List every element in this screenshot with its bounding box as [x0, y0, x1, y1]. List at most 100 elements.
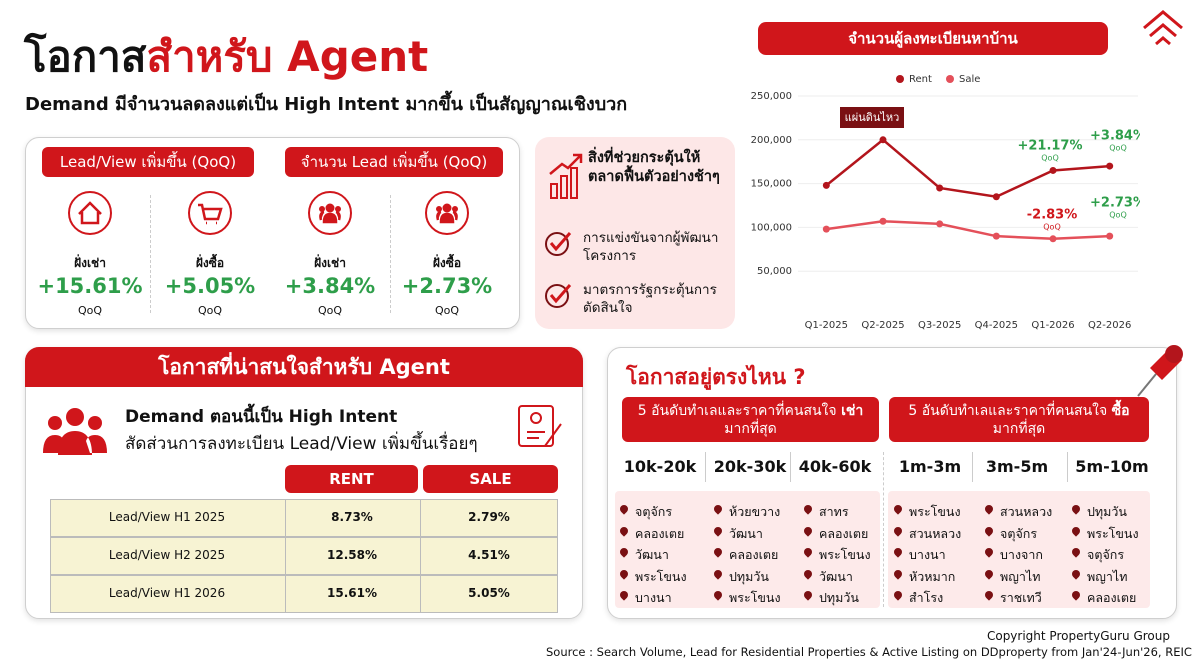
chart-title: จำนวนผู้ลงทะเบียนหาบ้าน	[848, 30, 1018, 49]
panel-title-text: 5 อันดับทำเลและราคาที่คนสนใจ เช่า มากที่…	[637, 402, 864, 438]
area: จตุจักร	[635, 504, 673, 519]
check-ring	[545, 284, 569, 308]
table-divider	[420, 575, 421, 613]
growth-icon	[549, 153, 583, 199]
area: คลองเตย	[819, 525, 869, 541]
kpi-unit: QoQ	[197, 304, 223, 317]
area: พระโขนง	[1087, 525, 1139, 541]
driver-item: มาตรการรัฐกระตุ้นการตัดสินใจ	[583, 282, 717, 316]
kpi-value: +2.73%	[401, 274, 493, 298]
icon-part	[570, 167, 578, 199]
opportunity-text: สัดส่วนการลงทะเบียน Lead/View เพิ่มขึ้นเ…	[125, 434, 478, 454]
area: จตุจักร	[1000, 525, 1038, 541]
table-row	[50, 537, 558, 575]
table-header: RENT	[285, 465, 418, 493]
panel-divider	[883, 452, 884, 607]
kpi-value: +15.61%	[37, 274, 143, 298]
areas-bg	[615, 491, 880, 608]
table-cell: 2.79%	[468, 510, 510, 524]
area: พระโขนง	[729, 590, 781, 605]
area: วัฒนา	[819, 568, 853, 584]
annotation-note: QoQ	[1109, 211, 1127, 220]
pin-icon	[1137, 345, 1183, 397]
panel-title: 5 อันดับทำเลและราคาที่คนสนใจ เช่า มากที่…	[622, 397, 879, 442]
series-line	[826, 220, 1110, 241]
drivers-title: สิ่งที่ช่วยกระตุ้นให้ตลาดฟื้นตัวอย่างช้า…	[588, 150, 720, 185]
price-divider	[705, 452, 706, 482]
panel-title-part: มากที่สุด	[724, 420, 777, 437]
data-point	[1106, 232, 1114, 240]
y-tick-label: 150,000	[751, 179, 792, 190]
area: ราชเทวี	[1000, 590, 1042, 605]
form-icon	[518, 405, 562, 447]
y-tick-label: 50,000	[757, 266, 792, 277]
annotation: +21.17%	[1017, 139, 1082, 154]
area: สวนหลวง	[1000, 504, 1053, 519]
table-header: SALE	[423, 465, 558, 493]
table-row	[50, 499, 558, 537]
kpi-icon	[188, 191, 232, 235]
kpi-label: ฝั่งซื้อ	[195, 256, 225, 270]
check-mark	[549, 284, 572, 304]
icon-part	[530, 412, 542, 424]
logo-part	[1143, 10, 1183, 46]
divider	[390, 195, 391, 313]
panel-title-text: 5 อันดับทำเลและราคาที่คนสนใจ ซื้อ มากที่…	[904, 402, 1134, 438]
area: ปทุมวัน	[729, 568, 769, 584]
icon-glyph	[436, 206, 442, 212]
table-cell: 4.51%	[468, 548, 510, 562]
data-point	[879, 136, 887, 144]
area: วัฒนา	[635, 547, 669, 562]
driver-item: การแข่งขันจากผู้พัฒนาโครงการ	[583, 230, 719, 264]
area: พระโขนง	[819, 547, 871, 562]
areas-bg	[888, 491, 1150, 608]
data-point	[936, 184, 944, 192]
people-icon	[43, 408, 107, 455]
annotation: +2.73%	[1090, 196, 1140, 211]
x-tick-label: Q2-2026	[1088, 320, 1131, 331]
kpi-tab: Lead/View เพิ่มขึ้น (QoQ)	[42, 147, 254, 177]
data-point	[822, 225, 830, 233]
icon-part	[560, 175, 568, 199]
kpi-label: ฝั่งเช่า	[314, 256, 346, 270]
icon-part	[1165, 345, 1183, 363]
table-divider	[285, 499, 286, 537]
series-line	[825, 138, 1110, 199]
panel-title-part: 5 อันดับทำเลและราคาที่คนสนใจ	[908, 402, 1108, 419]
area: พญาไท	[1000, 568, 1041, 584]
panel-title-part: ซื้อ	[1111, 402, 1130, 419]
x-tick-label: Q2-2025	[861, 320, 904, 331]
annotation-note: QoQ	[1043, 223, 1061, 232]
icon-glyph	[319, 210, 341, 224]
area: ปทุมวัน	[819, 590, 859, 605]
icon-part	[527, 423, 562, 447]
panel-title-part: 5 อันดับทำเลและราคาที่คนสนใจ	[637, 402, 837, 419]
annotation: -2.83%	[1027, 208, 1078, 223]
logo	[1143, 10, 1183, 46]
table-cell: Lead/View H2 2025	[108, 548, 226, 562]
check-icon	[545, 232, 572, 256]
panel-title-part: เช่า	[841, 402, 864, 419]
data-point	[822, 181, 830, 189]
area: ปทุมวัน	[1087, 504, 1127, 519]
table-divider	[285, 537, 286, 575]
x-tick-label: Q4-2025	[975, 320, 1018, 331]
x-tick-label: Q1-2026	[1031, 320, 1074, 331]
icon-glyph	[436, 210, 458, 224]
opportunity-title: โอกาสที่น่าสนใจสำหรับ Agent	[25, 347, 583, 387]
data-point	[1049, 235, 1057, 243]
chart: จำนวนผู้ลงทะเบียนหาบ้าน 50,000 100,000 150…	[751, 22, 1140, 331]
kpi-unit: QoQ	[77, 304, 103, 317]
icon-glyph	[78, 201, 102, 225]
area: พญาไท	[1087, 568, 1128, 584]
kpi-value: +5.05%	[164, 274, 256, 298]
divider	[150, 195, 151, 313]
area: บางจาก	[1000, 547, 1043, 562]
annotation: แผ่นดินไหว	[845, 111, 900, 124]
price-range: 3m-5m	[985, 457, 1049, 476]
legend-marker	[946, 75, 954, 83]
area: ห้วยขวาง	[729, 504, 781, 519]
area: บางนา	[909, 547, 946, 562]
table-cell: 5.05%	[468, 586, 510, 600]
